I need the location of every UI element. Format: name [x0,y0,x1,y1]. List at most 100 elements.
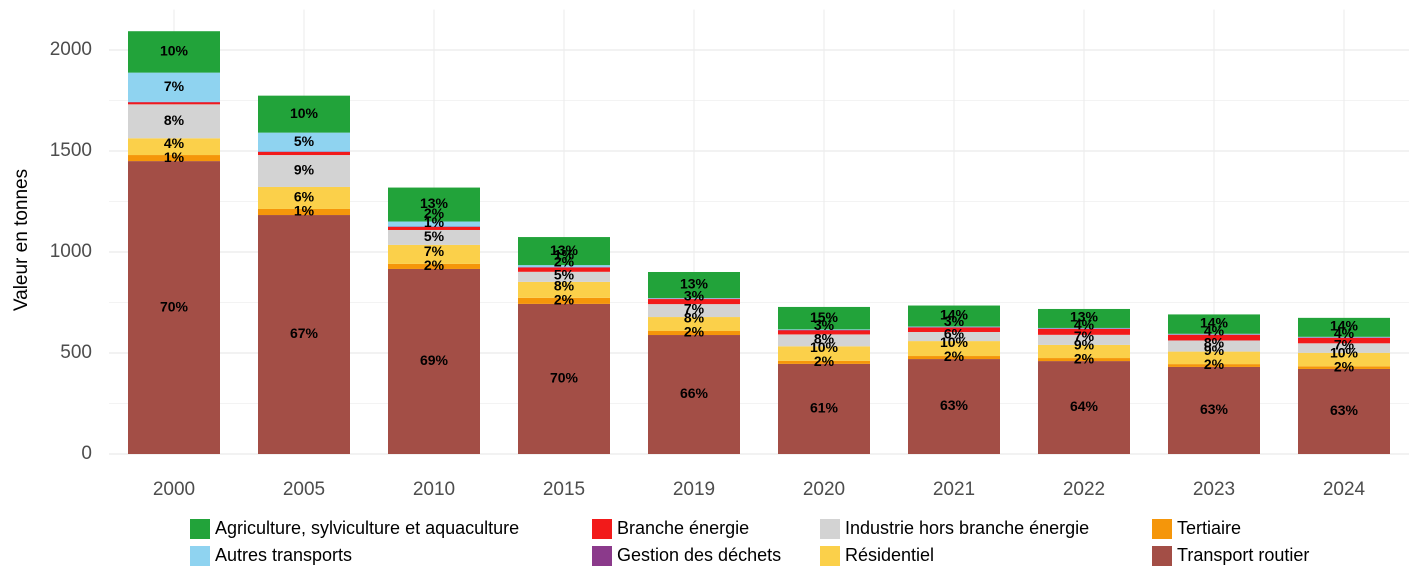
value-label: 5% [294,133,315,149]
bar-segment [518,267,610,272]
bar-segment [648,299,740,305]
value-label: 10% [1330,344,1359,360]
value-label: 10% [810,339,839,355]
value-label: 8% [554,278,575,294]
value-label: 3% [684,287,705,303]
bar-segment [258,152,350,156]
value-label: 69% [420,352,449,368]
legend-label: Transport routier [1177,545,1309,565]
bar-segment [128,102,220,105]
value-label: 13% [680,276,709,292]
value-label: 1% [554,246,575,262]
bar-segment [128,138,220,156]
bar-segment [648,335,740,454]
legend-label: Tertiaire [1177,518,1241,538]
value-label: 8% [684,310,705,326]
bar-segment [258,155,350,187]
bar-segment [1168,334,1260,341]
value-label: 7% [1074,328,1095,344]
bar-segment [388,221,480,227]
bar-segment [908,356,1000,360]
bar-segment [648,304,740,318]
value-label: 9% [1074,336,1095,352]
bar-segment [518,265,610,268]
bar-segment [1298,343,1390,353]
bar-segment [648,298,740,299]
bar-segment [778,329,870,330]
bar-segment [908,305,1000,327]
value-label: 8% [164,112,185,128]
value-label: 70% [550,370,579,386]
value-label: 14% [1330,317,1359,333]
value-label: 8% [814,330,835,346]
value-label: 7% [424,243,445,259]
value-label: 6% [294,189,315,205]
bar-segment [388,244,480,264]
bar-segment [1298,336,1390,338]
bar-segment [128,155,220,162]
legend-label: Industrie hors branche énergie [845,518,1089,538]
bar-segment [1298,368,1390,454]
value-label: 13% [420,195,449,211]
value-label: 63% [1200,401,1229,417]
bar-segment [648,330,740,336]
y-tick-label: 500 [60,342,92,363]
value-label: 3% [814,317,835,333]
value-label: 8% [1204,335,1225,351]
bar-segment [648,317,740,331]
value-label: 9% [1204,342,1225,358]
value-label: 6% [944,325,965,341]
y-axis-label: Valeur en tonnes [11,169,32,311]
bar-segment [1038,361,1130,454]
bar-segment [388,226,480,230]
y-tick-label: 2000 [50,39,92,60]
value-label: 2% [684,324,705,340]
bar-segment [518,297,610,304]
bar-segment [128,104,220,139]
value-label: 1% [164,149,185,165]
bar-segment [778,306,870,330]
value-label: 4% [1204,323,1225,339]
value-label: 2% [814,353,835,369]
legend-swatch [190,519,210,539]
value-label: 5% [424,228,445,244]
bar-segment [388,187,480,222]
bar-segment [258,208,350,216]
value-label: 7% [1334,336,1355,352]
bar-segment [1298,317,1390,337]
legend-swatch [592,546,612,566]
value-label: 2% [554,292,575,308]
bar-segment [778,346,870,361]
value-label: 3% [944,313,965,329]
bar-segment [1038,344,1130,359]
bar-segment [1038,334,1130,345]
bar-segment [778,334,870,347]
bar-segment [908,326,1000,328]
value-label: 67% [290,325,319,341]
value-label: 1% [294,203,315,219]
bar-segment [258,215,350,454]
value-label: 2% [1334,358,1355,374]
bar-segment [258,95,350,133]
bar-segment [258,186,350,209]
value-label: 4% [1334,325,1355,341]
value-label: 61% [810,400,839,416]
x-tick-label: 2019 [673,479,715,500]
value-label: 10% [160,43,189,59]
y-tick-label: 1000 [50,241,92,262]
value-label: 2% [1074,350,1095,366]
value-label: 15% [810,309,839,325]
legend-label: Branche énergie [617,518,749,538]
bar-segment [1168,314,1260,334]
bar-segment [778,360,870,364]
bar-segment [1038,327,1130,329]
bar-segment [908,327,1000,332]
value-label: 2% [1204,356,1225,372]
x-tick-label: 2024 [1323,479,1366,500]
bar-segment [1038,358,1130,362]
value-label: 7% [684,301,705,317]
bar-segment [518,237,610,266]
bar-segment [258,132,350,152]
legend-swatch [1152,546,1172,566]
